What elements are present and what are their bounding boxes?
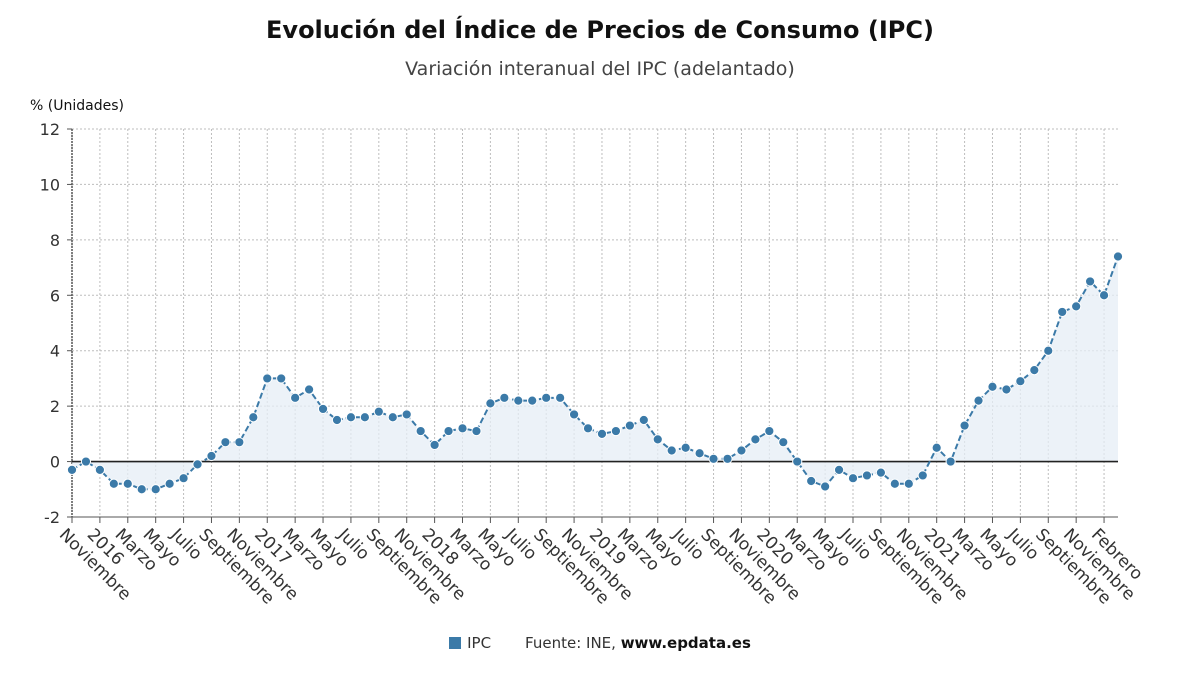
chart-grid bbox=[71, 128, 1118, 518]
ipc-series bbox=[66, 251, 1124, 495]
ipc-point bbox=[917, 470, 928, 481]
ipc-point bbox=[624, 420, 635, 431]
legend-label-ipc: IPC bbox=[467, 634, 492, 652]
y-axis-unit-label: % (Unidades) bbox=[30, 98, 124, 114]
ipc-point bbox=[122, 478, 133, 489]
y-axis: -2 0 2 4 6 8 10 12 bbox=[40, 120, 73, 527]
ipc-point bbox=[94, 464, 105, 475]
source-site: www.epdata.es bbox=[620, 634, 751, 652]
ipc-point bbox=[499, 392, 510, 403]
ipc-point bbox=[1043, 345, 1054, 356]
ipc-point bbox=[1085, 276, 1096, 287]
ipc-point bbox=[652, 434, 663, 445]
ipc-point bbox=[262, 373, 273, 384]
ipc-point bbox=[959, 420, 970, 431]
ipc-point bbox=[220, 437, 231, 448]
ipc-point bbox=[485, 398, 496, 409]
ipc-point bbox=[108, 478, 119, 489]
ipc-point bbox=[903, 478, 914, 489]
ipc-point bbox=[1098, 290, 1110, 301]
ipc-line bbox=[71, 256, 1119, 491]
ipc-point bbox=[290, 392, 301, 403]
ipc-point bbox=[1029, 365, 1040, 376]
ipc-point bbox=[555, 392, 566, 403]
y-tick-label: -2 bbox=[44, 508, 60, 527]
ipc-point bbox=[736, 445, 747, 456]
ipc-point bbox=[248, 412, 259, 423]
ipc-point bbox=[345, 412, 357, 423]
ipc-point bbox=[527, 395, 538, 406]
ipc-point bbox=[1112, 251, 1124, 262]
ipc-point bbox=[443, 425, 454, 437]
chart-title: Evolución del Índice de Precios de Consu… bbox=[266, 16, 934, 44]
ipc-point bbox=[764, 425, 775, 437]
ipc-point bbox=[820, 481, 831, 492]
chart-subtitle: Variación interanual del IPC (adelantado… bbox=[405, 58, 795, 80]
y-tick-label: 2 bbox=[50, 397, 60, 416]
ipc-point bbox=[457, 423, 468, 434]
ipc-point bbox=[317, 403, 329, 415]
ipc-point bbox=[401, 409, 412, 420]
ipc-point bbox=[875, 467, 887, 478]
ipc-point bbox=[806, 475, 817, 487]
ipc-point bbox=[471, 425, 482, 437]
ipc-point bbox=[833, 464, 845, 475]
ipc-area bbox=[72, 256, 1118, 490]
ipc-point bbox=[303, 384, 315, 395]
y-tick-label: 0 bbox=[50, 453, 60, 472]
y-tick-label: 4 bbox=[50, 342, 60, 361]
ipc-point bbox=[582, 423, 594, 434]
ipc-point bbox=[889, 478, 900, 489]
ipc-point bbox=[192, 459, 203, 470]
ipc-point bbox=[694, 448, 705, 459]
ipc-point bbox=[610, 425, 622, 437]
ipc-point bbox=[1071, 301, 1082, 312]
ipc-point bbox=[387, 412, 398, 423]
ipc-point bbox=[680, 442, 691, 453]
legend: IPC Fuente: INE, www.epdata.es bbox=[0, 634, 1200, 652]
ipc-point bbox=[80, 456, 92, 467]
ipc-point bbox=[359, 412, 370, 423]
y-tick-label: 10 bbox=[40, 175, 60, 194]
ipc-point bbox=[429, 439, 440, 451]
ipc-point bbox=[206, 450, 217, 462]
y-tick-label: 12 bbox=[40, 120, 60, 139]
ipc-point bbox=[638, 414, 649, 426]
ipc-point bbox=[666, 445, 677, 456]
ipc-point bbox=[136, 484, 147, 495]
x-axis: Noviembre2016MarzoMayoJulioSeptiembreNov… bbox=[55, 516, 1147, 609]
y-tick-label: 6 bbox=[50, 286, 60, 305]
ipc-point bbox=[722, 453, 733, 464]
ipc-point bbox=[861, 470, 873, 481]
ipc-point bbox=[1015, 376, 1026, 387]
ipc-point bbox=[708, 453, 719, 464]
ipc-point bbox=[373, 406, 384, 417]
legend-swatch-ipc bbox=[449, 637, 462, 649]
y-tick-label: 8 bbox=[50, 231, 60, 250]
ipc-point bbox=[178, 473, 189, 484]
ipc-point bbox=[987, 381, 998, 392]
ipc-point bbox=[778, 437, 789, 448]
ipc-point bbox=[66, 464, 78, 475]
ipc-point bbox=[931, 442, 942, 453]
ipc-point bbox=[541, 392, 552, 403]
ipc-point bbox=[750, 434, 761, 445]
ipc-point bbox=[150, 484, 161, 495]
ipc-point bbox=[596, 428, 608, 439]
ipc-point bbox=[234, 437, 245, 448]
ipc-point bbox=[331, 414, 343, 426]
ipc-point bbox=[164, 478, 175, 489]
ipc-point bbox=[415, 425, 426, 437]
ipc-point bbox=[1001, 384, 1012, 395]
ipc-point bbox=[945, 456, 956, 467]
ipc-point bbox=[847, 473, 859, 484]
ipc-point bbox=[1057, 306, 1068, 318]
ipc-point bbox=[568, 409, 580, 420]
ipc-point bbox=[513, 395, 524, 406]
ipc-point bbox=[792, 456, 803, 467]
source-label: Fuente: INE, bbox=[525, 634, 616, 652]
ipc-point bbox=[973, 395, 984, 406]
ipc-point bbox=[276, 373, 287, 384]
